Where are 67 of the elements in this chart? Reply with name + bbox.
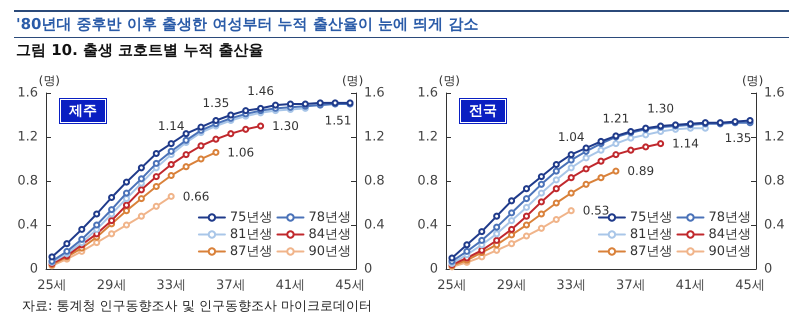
- x-tick-label: 45세: [735, 278, 765, 293]
- data-label: 1.35: [724, 131, 752, 145]
- data-label: 1.04: [558, 130, 585, 144]
- chart-title: '80년대 중후반 이후 출생한 여성부터 누적 출산율이 눈에 띄게 감소: [14, 10, 789, 38]
- y-tick-label: 0.4: [17, 218, 38, 232]
- y-tick-label: 1.2: [17, 130, 38, 144]
- data-label: 1.30: [272, 119, 299, 133]
- x-tick-label: 37세: [216, 278, 246, 293]
- legend-label: 87년생: [630, 244, 672, 259]
- y-tick-label: 0: [430, 262, 438, 276]
- x-tick-label: 45세: [335, 278, 365, 293]
- data-label: 0.53: [582, 204, 610, 218]
- legend-label: 75년생: [630, 210, 672, 225]
- data-label: 0.89: [627, 164, 654, 178]
- data-label: 1.21: [602, 111, 630, 126]
- data-label: 1.14: [672, 136, 699, 151]
- y-tick-label: 0: [30, 262, 38, 276]
- data-label: 1.46: [247, 84, 274, 98]
- annotation: 전국: [460, 99, 506, 123]
- y-tick-label: 1.2: [417, 130, 438, 144]
- x-tick-label: 41세: [676, 278, 706, 293]
- y-tick-label: 1.6: [17, 86, 38, 100]
- data-label: 1.30: [647, 102, 674, 116]
- x-tick-label: 29세: [96, 278, 126, 293]
- legend-label: 78년생: [708, 210, 752, 225]
- x-tick-label: 29세: [496, 278, 526, 293]
- legend-label: 81년생: [230, 227, 272, 242]
- x-tick-label: 25세: [437, 278, 467, 293]
- y2-tick-label: 0.4: [764, 218, 785, 232]
- data-label: 1.51: [324, 113, 352, 128]
- y-axis-title: (명): [38, 74, 60, 88]
- x-tick-label: 33세: [156, 278, 186, 293]
- x-tick-label: 37세: [616, 278, 646, 293]
- legend-label: 87년생: [230, 244, 272, 259]
- x-tick-label: 41세: [276, 278, 306, 293]
- data-label: 1.35: [202, 96, 230, 110]
- legend-label: 75년생: [230, 210, 272, 225]
- y2-tick-label: 0.4: [364, 218, 385, 232]
- legend-label: 90년생: [708, 244, 752, 259]
- legend-label: 78년생: [308, 210, 352, 225]
- x-tick-label: 25세: [37, 278, 67, 293]
- y-axis-title: (명): [438, 74, 460, 88]
- y2-tick-label: 1.2: [764, 130, 785, 144]
- y2-tick-label: 1.6: [764, 86, 785, 100]
- legend-label: 84년생: [308, 227, 352, 242]
- y2-tick-label: 1.6: [364, 86, 385, 100]
- y2-tick-label: 0: [764, 262, 772, 276]
- text: 자료: 통계청 인구동향조사 및 인구동향조사 마이크로데이터: [22, 299, 374, 314]
- y-tick-label: 1.6: [417, 86, 438, 100]
- y2-axis-title: (명): [342, 74, 364, 88]
- y2-tick-label: 0: [364, 262, 372, 276]
- y-tick-label: 0.8: [17, 174, 38, 188]
- x-tick-label: 33세: [556, 278, 586, 293]
- y-tick-label: 0.8: [417, 174, 438, 188]
- chart-subtitle: 그림 10. 출생 코호트별 누적 출산율: [15, 40, 265, 61]
- legend-label: 81년생: [630, 227, 672, 242]
- data-label: 1.14: [158, 119, 185, 134]
- y2-axis-title: (명): [742, 74, 764, 88]
- y2-tick-label: 0.8: [764, 174, 785, 188]
- data-label: 0.66: [182, 189, 210, 204]
- annotation: 제주: [60, 99, 106, 123]
- legend-label: 90년생: [308, 244, 352, 259]
- data-label: 1.06: [227, 145, 254, 160]
- y2-tick-label: 1.2: [364, 130, 385, 144]
- y-tick-label: 0.4: [417, 218, 438, 232]
- y2-tick-label: 0.8: [364, 174, 385, 188]
- legend-label: 84년생: [708, 227, 752, 242]
